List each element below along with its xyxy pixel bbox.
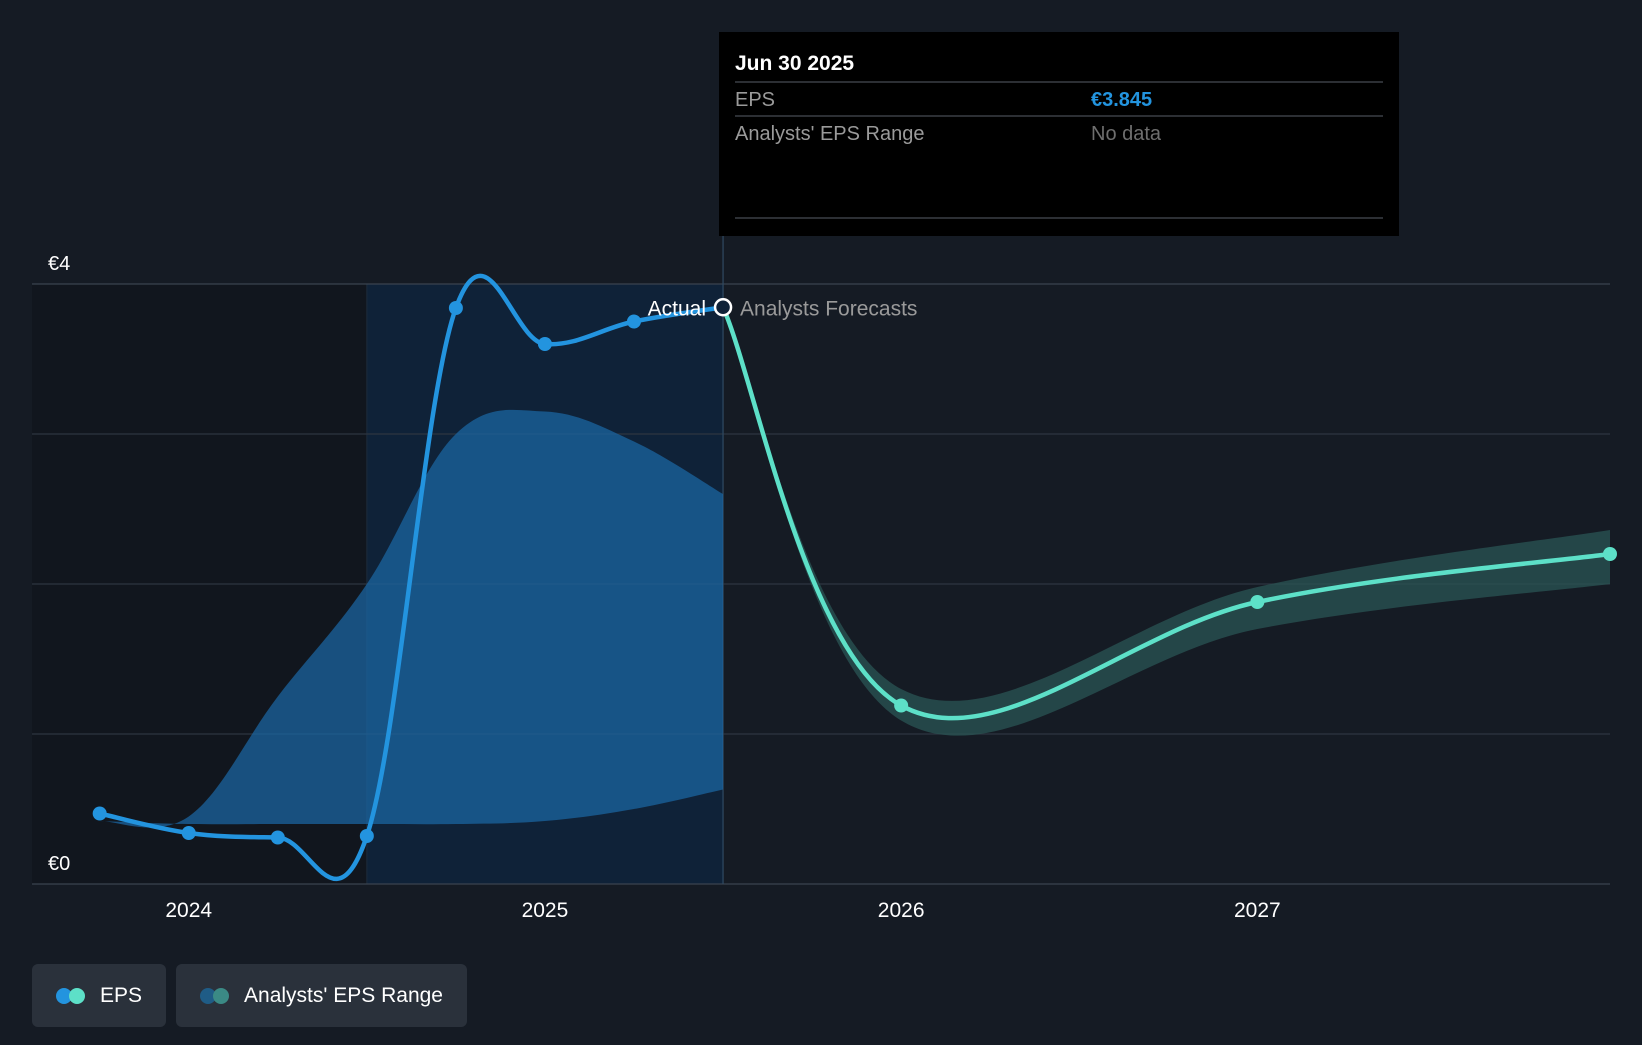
point-layer <box>92 298 1617 845</box>
legend-item-range[interactable]: Analysts' EPS Range <box>176 964 467 1027</box>
tooltip-eps-value: €3.845 <box>1091 89 1152 111</box>
eps-point-actual <box>270 830 285 845</box>
text-layer: €0 €4 2024 2025 2026 2027 Actual Analysts Forec… <box>48 253 1281 922</box>
legend-label-eps: EPS <box>100 983 143 1007</box>
current-point-marker <box>713 298 733 317</box>
forecast-label: Analysts Forecasts <box>740 297 917 320</box>
tooltip-eps-label: EPS <box>735 89 775 111</box>
tooltip-range-label: Analysts' EPS Range <box>735 123 924 145</box>
range-layer <box>99 307 1610 828</box>
x-tick-label: 2027 <box>1234 899 1281 922</box>
tooltip-date: Jun 30 2025 <box>735 52 854 75</box>
tooltip: Jun 30 2025 EPS €3.845 Analysts' EPS Ran… <box>719 32 1399 236</box>
eps-line-forecast <box>720 305 1613 721</box>
eps-point-actual <box>181 826 196 840</box>
eps-point-actual <box>92 806 107 821</box>
eps-point-forecast <box>1603 547 1617 561</box>
legend-item-eps[interactable]: EPS <box>32 964 167 1027</box>
eps-dots-icon <box>56 987 86 1004</box>
x-tick-label: 2025 <box>522 899 569 922</box>
tooltip-range-value: No data <box>1091 123 1162 145</box>
legend: EPS Analysts' EPS Range <box>32 964 467 1027</box>
y-tick-label: €0 <box>48 853 70 875</box>
eps-point-actual <box>537 337 552 351</box>
y-tick-label: €4 <box>48 253 70 275</box>
eps-point-forecast <box>894 698 909 713</box>
eps-line-actual <box>97 273 726 881</box>
tooltip-background <box>719 32 1399 236</box>
eps-point-actual <box>359 829 374 843</box>
eps-point-actual <box>448 301 463 315</box>
range-dots-icon <box>200 987 230 1004</box>
eps-point-forecast <box>1250 595 1265 609</box>
x-tick-label: 2024 <box>165 899 212 922</box>
legend-label-range: Analysts' EPS Range <box>244 983 443 1007</box>
x-tick-label: 2026 <box>878 899 925 922</box>
range-area-forecast <box>723 307 1610 736</box>
actual-label: Actual <box>648 297 706 320</box>
eps-point-actual <box>626 314 641 329</box>
line-layer <box>97 273 1613 881</box>
range-area-actual <box>99 409 724 828</box>
